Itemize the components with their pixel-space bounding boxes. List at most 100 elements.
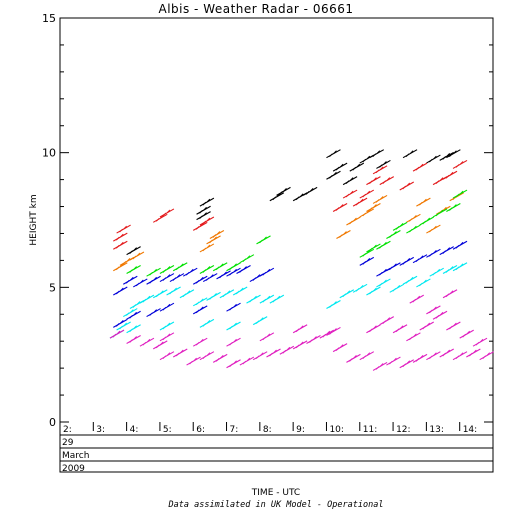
radar-mark (399, 223, 404, 227)
radar-mark (206, 217, 211, 222)
radar-mark (159, 341, 164, 346)
radar-mark (193, 357, 197, 362)
radar-mark (382, 320, 387, 325)
radar-mark (329, 174, 333, 179)
radar-mark (216, 231, 221, 235)
radar-mark (429, 252, 433, 257)
x-tick-label: 10: (329, 425, 343, 435)
radar-mark (369, 290, 373, 295)
radar-mark (335, 347, 340, 351)
radar-mark (422, 220, 427, 225)
radar-mark (233, 338, 237, 343)
radar-mark (283, 188, 287, 192)
radar-mark (455, 355, 460, 360)
radar-mark (199, 306, 204, 311)
radar-mark (409, 217, 413, 222)
radar-mark (329, 331, 333, 335)
radar-mark (406, 182, 411, 187)
radar-mark (373, 177, 377, 181)
radar-mark (199, 215, 203, 219)
radar-mark (162, 212, 167, 217)
radar-mark (353, 355, 357, 359)
radar-mark (435, 180, 440, 184)
radar-mark (223, 271, 227, 276)
radar-mark (212, 234, 217, 238)
radar-mark (146, 295, 151, 300)
radar-mark (175, 352, 180, 357)
radar-mark (413, 225, 417, 230)
radar-mark (132, 304, 137, 308)
radar-mark (209, 296, 213, 300)
radar-mark (393, 357, 397, 362)
radar-mark (166, 322, 171, 327)
radar-mark (455, 244, 460, 249)
radar-mark (273, 349, 277, 354)
radar-mark (229, 325, 233, 330)
radar-mark (149, 279, 153, 284)
radar-mark (419, 163, 424, 168)
radar-mark (335, 166, 340, 171)
radar-mark (486, 352, 491, 357)
radar-mark (129, 250, 133, 254)
radar-mark (356, 163, 361, 168)
radar-mark (266, 333, 271, 338)
radar-mark (362, 355, 367, 360)
radar-mark (195, 309, 200, 314)
radar-mark (419, 255, 424, 260)
radar-mark (166, 266, 171, 270)
radar-mark (449, 207, 453, 211)
radar-mark (119, 228, 123, 233)
radar-mark (262, 336, 267, 341)
radar-mark (366, 352, 371, 357)
radar-mark (412, 298, 417, 303)
radar-mark (153, 268, 157, 273)
radar-mark (282, 349, 287, 354)
radar-mark (373, 287, 377, 292)
radar-mark (406, 258, 411, 262)
radar-mark (116, 330, 121, 335)
radar-mark (206, 352, 211, 357)
radar-mark (189, 268, 194, 273)
radar-mark (313, 336, 317, 340)
radar-mark (389, 266, 393, 271)
radar-mark (409, 336, 413, 341)
radar-mark (379, 271, 383, 276)
radar-mark (433, 306, 437, 311)
radar-mark (215, 266, 220, 271)
radar-mark (129, 276, 134, 281)
radar-mark (383, 268, 387, 273)
radar-mark (149, 271, 153, 276)
radar-mark (126, 258, 131, 262)
x-tick-label: 5: (163, 425, 172, 435)
radar-mark (406, 360, 411, 365)
radar-mark (162, 306, 167, 311)
radar-mark (366, 155, 371, 160)
radar-mark (229, 266, 233, 271)
radar-mark (119, 319, 124, 324)
radar-mark (409, 150, 414, 155)
radar-mark (299, 341, 304, 346)
radar-mark (333, 150, 337, 155)
radar-mark (119, 325, 123, 330)
radar-mark (469, 352, 473, 357)
radar-mark (263, 236, 267, 241)
radar-mark (395, 328, 400, 333)
radar-mark (259, 352, 264, 357)
radar-mark (389, 360, 393, 365)
radar-mark (226, 290, 231, 295)
radar-mark (229, 363, 233, 368)
radar-mark (179, 349, 184, 354)
radar-mark (433, 155, 437, 160)
radar-mark (299, 193, 304, 198)
radar-mark (139, 279, 144, 284)
radar-mark (133, 266, 137, 270)
radar-mark (375, 366, 380, 370)
radar-mark (453, 322, 457, 327)
radar-mark (402, 363, 407, 368)
radar-mark (159, 290, 164, 295)
radar-mark (195, 301, 200, 306)
radar-mark (262, 298, 267, 303)
radar-mark (269, 352, 273, 357)
radar-mark (446, 247, 451, 251)
